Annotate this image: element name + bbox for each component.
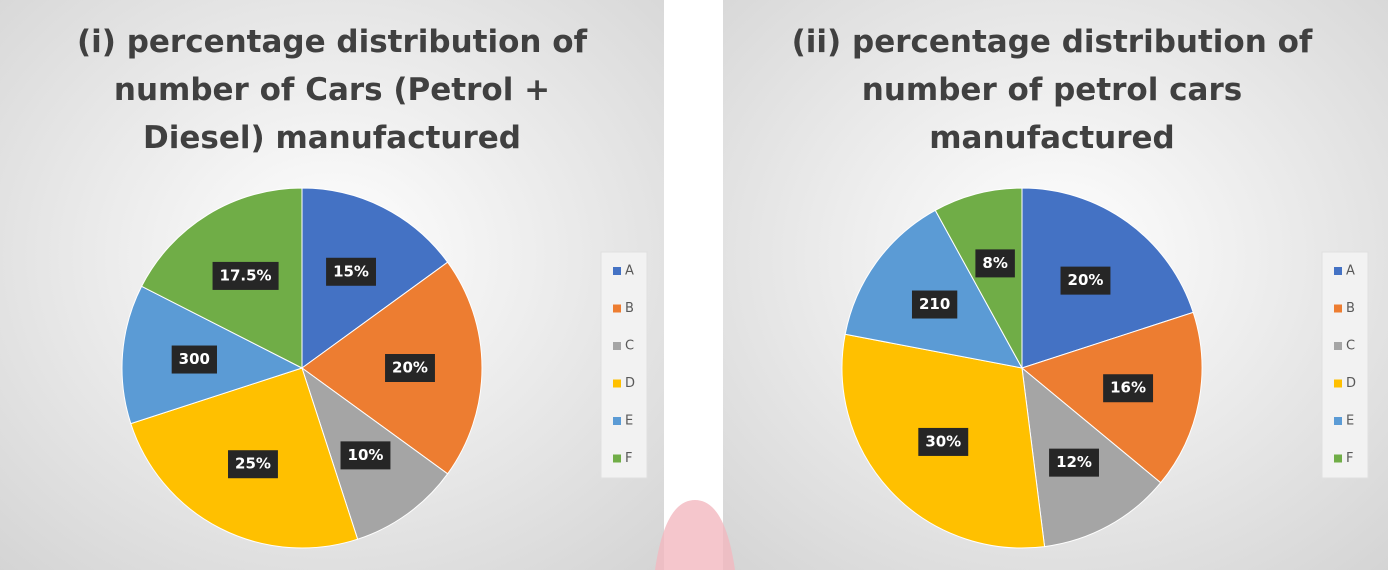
legend-label: B xyxy=(1346,301,1355,316)
legend-swatch xyxy=(613,304,621,313)
data-label: 25% xyxy=(235,455,271,473)
chart-title: (ii) percentage distribution of xyxy=(792,24,1313,60)
data-label: 30% xyxy=(925,432,961,450)
legend-swatch xyxy=(613,417,621,425)
data-label: 15% xyxy=(333,262,369,280)
legend-swatch xyxy=(613,342,621,350)
chart-title: manufactured xyxy=(929,120,1175,156)
chart-title: (i) percentage distribution of xyxy=(77,24,588,60)
legend-label: A xyxy=(625,264,634,279)
data-label-box xyxy=(385,354,435,382)
chart-title: number of Cars (Petrol + xyxy=(114,72,550,108)
data-label: 20% xyxy=(1068,271,1104,289)
pie-slice xyxy=(934,187,1023,369)
data-label-box xyxy=(340,441,391,470)
decoration xyxy=(655,500,735,570)
legend-label: C xyxy=(625,339,634,354)
legend-swatch xyxy=(613,379,621,388)
legend-swatch xyxy=(1334,304,1342,313)
legend-label: C xyxy=(1346,339,1355,354)
legend xyxy=(1321,251,1369,479)
data-label: 16% xyxy=(1110,379,1146,397)
data-label: 20% xyxy=(392,359,428,377)
legend-swatch xyxy=(1334,379,1342,388)
data-label-box xyxy=(1060,266,1111,295)
legend xyxy=(600,251,648,479)
chart-title: number of petrol cars xyxy=(862,72,1242,108)
data-label-box xyxy=(228,450,278,479)
legend-swatch xyxy=(1334,267,1342,275)
data-label: 12% xyxy=(1056,453,1092,471)
pie-slice xyxy=(844,209,1023,369)
legend-label: D xyxy=(625,376,635,391)
data-label-box xyxy=(1103,374,1154,403)
legend-label: E xyxy=(1346,414,1354,429)
legend-label: B xyxy=(625,301,634,316)
data-label: 8% xyxy=(982,254,1007,272)
legend-label: D xyxy=(1346,376,1356,391)
data-label-box xyxy=(212,261,279,290)
legend-swatch xyxy=(1334,342,1342,350)
chart-title: Diesel) manufactured xyxy=(143,120,521,156)
data-label-box xyxy=(1049,448,1099,477)
data-label: 210 xyxy=(919,295,950,313)
legend-label: F xyxy=(1346,451,1353,466)
legend-swatch xyxy=(613,267,621,275)
legend-label: E xyxy=(625,414,633,429)
data-label-box xyxy=(918,427,969,456)
legend-swatch xyxy=(1334,454,1342,463)
data-label: 300 xyxy=(179,350,210,368)
data-label: 10% xyxy=(348,446,384,464)
data-label-box xyxy=(326,257,376,286)
data-label-box xyxy=(975,249,1015,278)
legend-label: A xyxy=(1346,264,1355,279)
data-label-box xyxy=(911,290,958,319)
legend-label: F xyxy=(625,451,632,466)
legend-swatch xyxy=(1334,417,1342,425)
data-label-box xyxy=(171,345,217,374)
data-label: 17.5% xyxy=(220,266,272,284)
legend-swatch xyxy=(613,454,621,463)
